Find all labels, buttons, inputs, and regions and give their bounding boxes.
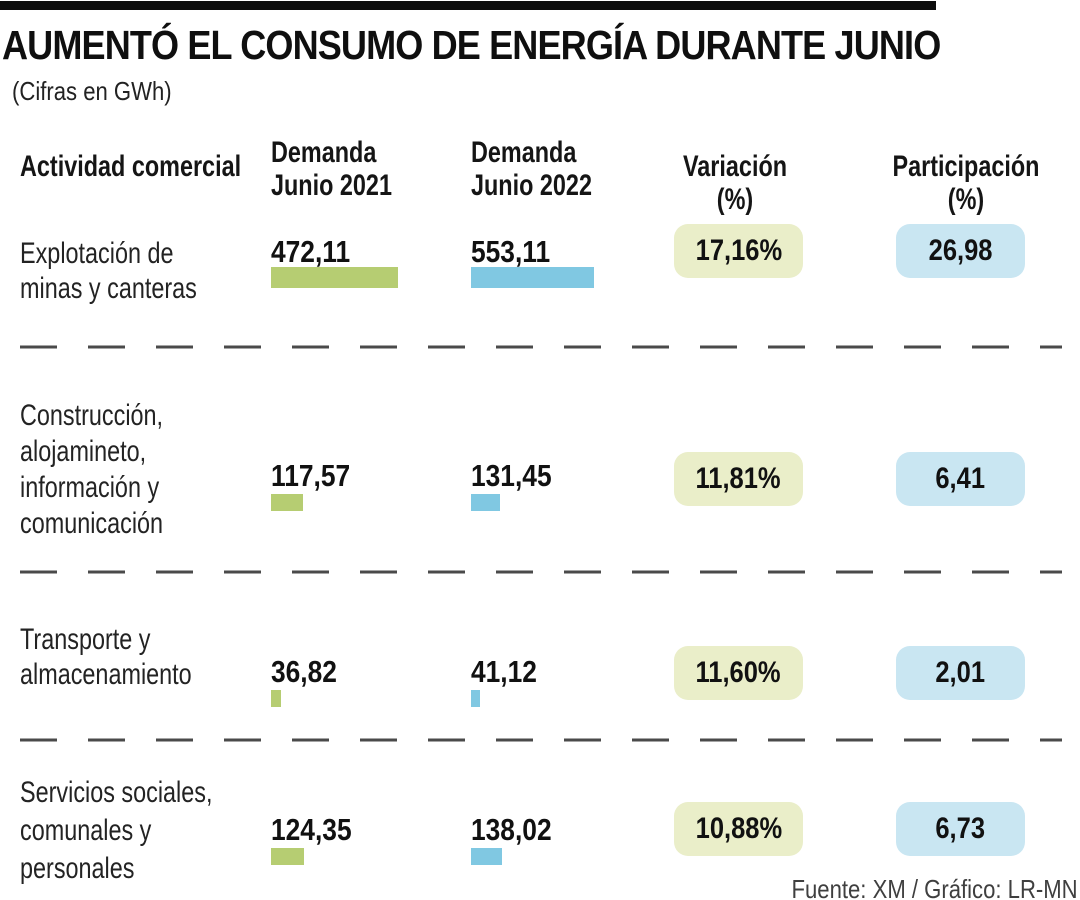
participation-badge: 6,73 [896,802,1025,856]
demand-2022-bar [471,848,502,865]
variation-badge: 10,88% [674,802,803,856]
table-row: Transporte y almacenamiento 36,82 41,12 … [0,620,1080,720]
column-header-variation: Variación (%) [682,150,788,216]
column-header-activity: Actividad comercial [20,150,242,183]
demand-2021-value: 117,57 [271,458,351,493]
variation-badge: 17,16% [674,224,803,278]
participation-value: 26,98 [928,234,993,267]
demand-2022-bar [471,267,594,288]
column-header-demand-2021: Demanda Junio 2021 [271,136,392,202]
participation-value: 6,73 [935,812,986,845]
column-header-participation: Participación (%) [892,150,1040,216]
page-title: AUMENTÓ EL CONSUMO DE ENERGÍA DURANTE JU… [2,22,941,68]
demand-2021-value: 124,35 [271,812,352,847]
participation-badge: 2,01 [896,646,1025,700]
participation-badge: 26,98 [896,224,1025,278]
demand-2022-value: 131,45 [471,458,552,493]
participation-value: 2,01 [935,656,986,689]
row-separator [20,738,1062,742]
activity-label: Construcción, alojamineto, información y… [20,399,164,540]
activity-label: Servicios sociales, comunales y personal… [20,776,213,885]
demand-2021-value: 36,82 [271,654,337,689]
demand-2021-bar [271,848,304,865]
variation-value: 11,60% [695,656,782,689]
variation-value: 11,81% [695,462,782,495]
title-accent-bar [0,1,936,10]
units-subtitle: (Cifras en GWh) [12,76,172,106]
table-row: Explotación de minas y canteras 472,11 5… [0,224,1080,345]
table-row: Construcción, alojamineto, información y… [0,396,1080,540]
activity-label: Explotación de minas y canteras [20,237,197,305]
demand-2022-bar [471,494,500,511]
demand-2022-value: 138,02 [471,812,552,847]
column-header-demand-2022: Demanda Junio 2022 [471,136,592,202]
table-row: Servicios sociales, comunales y personal… [0,770,1080,885]
demand-2021-bar [271,690,281,707]
source-credit: Fuente: XM / Gráfico: LR-MN [791,874,1078,900]
demand-2022-bar [471,690,480,707]
demand-2021-bar [271,267,398,288]
variation-value: 17,16% [695,234,782,267]
demand-2021-value: 472,11 [271,234,351,269]
row-separator [20,345,1062,349]
variation-value: 10,88% [695,812,782,845]
demand-2021-bar [271,494,303,511]
row-separator [20,570,1062,574]
variation-badge: 11,60% [674,646,803,700]
variation-badge: 11,81% [674,452,803,506]
participation-badge: 6,41 [896,452,1025,506]
participation-value: 6,41 [935,462,986,495]
activity-label: Transporte y almacenamiento [20,623,192,691]
demand-2022-value: 41,12 [471,654,537,689]
demand-2022-value: 553,11 [471,234,551,269]
